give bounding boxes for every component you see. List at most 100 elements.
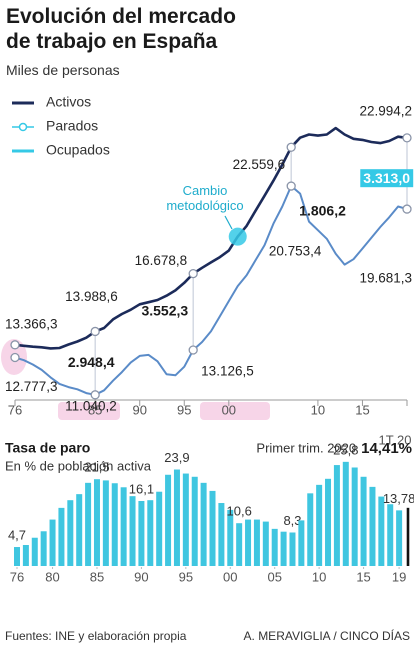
value-label: 13.126,5 [201,364,254,379]
legend-label: Activos [46,94,91,110]
value-label: 16,1 [129,481,154,496]
bar-chart-subtitle: En % de población activa [5,458,152,473]
value-label: 13.988,6 [65,289,118,304]
bar [200,482,207,566]
bar [396,510,403,566]
legend-label: Ocupados [46,142,110,158]
x-tick-label: 00 [222,402,236,417]
x-tick-label: 00 [223,569,237,584]
bar [156,491,163,566]
bar [298,520,305,566]
value-label: 20.753,4 [269,244,322,259]
x-tick-label: 95 [179,569,193,584]
source: Fuentes: INE y elaboración propia [5,629,187,643]
value-label: 1.806,2 [299,202,346,218]
bar [289,532,296,566]
bar [129,496,136,566]
series-line [14,185,408,396]
point-marker [10,352,20,363]
point-marker [90,390,100,400]
bar [138,501,145,566]
x-tick-label: 15 [356,569,370,584]
x-tick-label: 85 [88,402,102,417]
bar [378,496,385,566]
point-marker [90,326,100,337]
point-marker [188,268,198,279]
bar [93,479,100,566]
x-tick-label: 05 [267,569,281,584]
bar [342,461,349,566]
bar [67,500,74,566]
x-tick-label: 1T 20 [378,432,411,447]
legend-swatch [18,122,28,132]
point-marker [10,340,20,350]
value-label: 12.777,3 [5,379,58,394]
bar [58,507,65,566]
bar [120,487,127,566]
highlight-band [200,402,270,420]
x-tick-label: 19 [392,569,406,584]
point-marker [188,345,198,355]
bar [253,519,260,566]
bar [111,483,118,566]
value-label: 19.681,3 [359,271,412,286]
legend-label: Parados [46,118,98,134]
bar [351,467,358,566]
bar [316,484,323,566]
x-tick-label: 10 [311,402,325,417]
bar [14,547,20,566]
bar [182,473,189,566]
bar [85,482,92,566]
bar [271,528,278,566]
value-label: 11.040,2 [65,398,117,413]
bar-chart-title: Tasa de paro [5,440,90,456]
value-label: 2.948,4 [68,354,115,370]
bar [280,531,287,566]
x-tick-label: 76 [8,402,22,417]
x-tick-label: 85 [90,569,104,584]
x-tick-label: 80 [45,569,59,584]
annotation-arrow [224,215,233,230]
bar [165,474,172,566]
point-marker [286,181,296,191]
chart-title: Evolución del mercado de trabajo en Espa… [6,5,236,53]
value-label: 13.366,3 [5,316,58,331]
bar [191,476,198,566]
bar [102,480,109,566]
point-marker [286,142,296,152]
latest-value: 14,41% [361,440,412,457]
value-label: 25,8 [333,442,358,457]
value-label: 22.559,6 [233,157,286,172]
bar [307,493,314,566]
value-label: 21,5 [84,460,109,475]
x-tick-label: 15 [355,402,369,417]
value-label: 10,6 [227,504,252,519]
latest-bar [406,507,410,566]
bar [262,521,269,566]
bar [236,523,243,566]
chart-subtitle: Miles de personas [6,62,120,78]
bar [49,519,56,566]
point-marker [402,133,412,143]
bar [147,500,154,566]
bar [40,531,47,566]
bar [209,490,216,566]
bar [245,519,252,566]
point-marker [402,204,412,214]
value-label: 13,78 [383,491,414,506]
value-label: 23,9 [164,450,189,465]
value-label: 16.678,8 [135,253,188,268]
value-label: 8,3 [283,513,301,528]
x-tick-label: 76 [10,569,24,584]
highlight-band [58,402,120,420]
bar [218,503,225,566]
bar [31,537,38,566]
bar [333,465,340,566]
value-label: 3.313,0 [363,170,410,186]
annotation-marker [228,227,247,246]
x-tick-label: 95 [177,402,191,417]
x-tick-label: 90 [132,402,146,417]
annotation: Cambio metodológico [166,183,244,213]
